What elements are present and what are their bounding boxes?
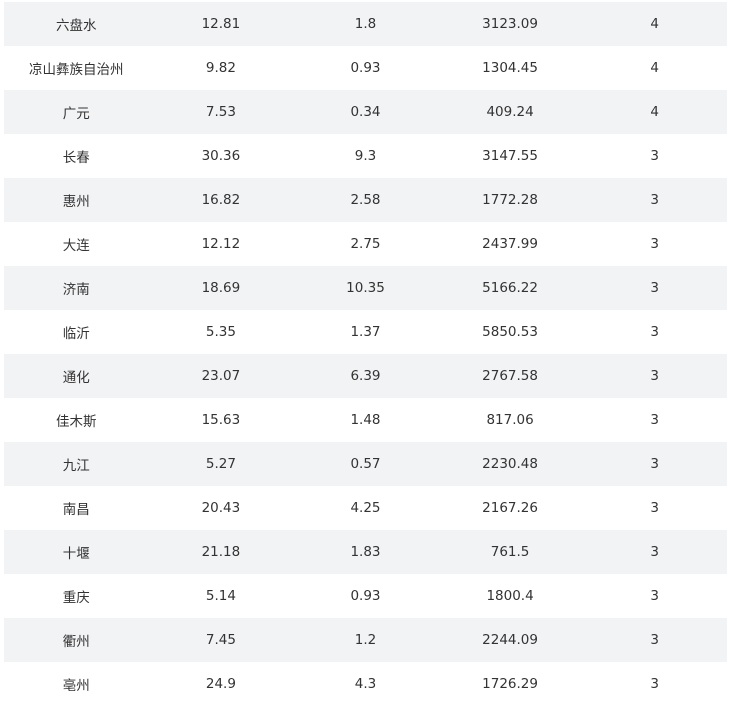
value-cell: 2244.09 (482, 632, 538, 648)
table-row: 大连 12.12 2.75 2437.99 3 (4, 222, 727, 266)
value-cell: 2437.99 (482, 236, 538, 252)
value-cell: 5.27 (205, 456, 236, 472)
table-row: 亳州 24.9 4.3 1726.29 3 (4, 662, 727, 706)
value-cell: 15.63 (201, 412, 241, 428)
value-cell: 3 (650, 544, 659, 560)
city-cell: 凉山彝族自治州 (29, 62, 124, 78)
table-row: 通化 23.07 6.39 2767.58 3 (4, 354, 727, 398)
value-cell: 5166.22 (482, 280, 538, 296)
city-cell: 惠州 (62, 194, 90, 210)
table-row: 佳木斯 15.63 1.48 817.06 3 (4, 398, 727, 442)
value-cell: 3 (650, 500, 659, 516)
value-cell: 4.25 (350, 500, 381, 516)
value-cell: 3 (650, 456, 659, 472)
value-cell: 12.12 (201, 236, 241, 252)
city-cell: 通化 (62, 370, 90, 386)
table-row: 重庆 5.14 0.93 1800.4 3 (4, 574, 727, 618)
table-row: 十堰 21.18 1.83 761.5 3 (4, 530, 727, 574)
value-cell: 10.35 (346, 280, 385, 296)
value-cell: 3 (650, 192, 659, 208)
value-cell: 3 (650, 236, 659, 252)
value-cell: 1800.4 (486, 588, 534, 604)
value-cell: 12.81 (201, 16, 241, 32)
value-cell: 23.07 (201, 368, 241, 384)
value-cell: 16.82 (201, 192, 241, 208)
value-cell: 0.93 (350, 588, 381, 604)
city-cell: 九江 (62, 458, 90, 474)
table-row: 南昌 20.43 4.25 2167.26 3 (4, 486, 727, 530)
table-row: 临沂 5.35 1.37 5850.53 3 (4, 310, 727, 354)
value-cell: 3147.55 (482, 148, 538, 164)
value-cell: 0.57 (350, 456, 381, 472)
value-cell: 761.5 (490, 544, 530, 560)
value-cell: 3 (650, 148, 659, 164)
city-cell: 广元 (62, 106, 90, 122)
value-cell: 1772.28 (482, 192, 538, 208)
value-cell: 9.3 (354, 148, 377, 164)
value-cell: 1.37 (350, 324, 381, 340)
value-cell: 1.83 (350, 544, 381, 560)
value-cell: 0.93 (350, 60, 381, 76)
table-row: 六盘水 12.81 1.8 3123.09 4 (4, 2, 727, 46)
value-cell: 6.39 (350, 368, 381, 384)
data-table: 六盘水 12.81 1.8 3123.09 4 凉山彝族自治州 9.82 0.93 1304.4… (4, 2, 727, 706)
table-row: 济南 18.69 10.35 5166.22 3 (4, 266, 727, 310)
value-cell: 21.18 (201, 544, 241, 560)
value-cell: 409.24 (486, 104, 534, 120)
value-cell: 20.43 (201, 500, 241, 516)
city-cell: 重庆 (62, 590, 90, 606)
value-cell: 3 (650, 676, 659, 692)
value-cell: 2.58 (350, 192, 381, 208)
table-row: 九江 5.27 0.57 2230.48 3 (4, 442, 727, 486)
city-cell: 长春 (62, 150, 90, 166)
value-cell: 817.06 (486, 412, 534, 428)
value-cell: 5850.53 (482, 324, 538, 340)
table-row: 惠州 16.82 2.58 1772.28 3 (4, 178, 727, 222)
value-cell: 1304.45 (482, 60, 538, 76)
city-cell: 南昌 (62, 502, 90, 518)
city-cell: 六盘水 (56, 18, 97, 34)
table-row: 凉山彝族自治州 9.82 0.93 1304.45 4 (4, 46, 727, 90)
value-cell: 3123.09 (482, 16, 538, 32)
value-cell: 3 (650, 368, 659, 384)
table-row: 长春 30.36 9.3 3147.55 3 (4, 134, 727, 178)
value-cell: 3 (650, 412, 659, 428)
value-cell: 24.9 (205, 676, 236, 692)
value-cell: 1.2 (354, 632, 377, 648)
city-cell: 济南 (62, 282, 90, 298)
value-cell: 1.48 (350, 412, 381, 428)
city-cell: 十堰 (62, 546, 90, 562)
value-cell: 1.8 (354, 16, 377, 32)
city-cell: 亳州 (62, 678, 90, 694)
value-cell: 9.82 (205, 60, 236, 76)
city-cell: 临沂 (62, 326, 90, 342)
value-cell: 2230.48 (482, 456, 538, 472)
value-cell: 3 (650, 632, 659, 648)
value-cell: 7.53 (205, 104, 236, 120)
value-cell: 3 (650, 324, 659, 340)
value-cell: 1726.29 (482, 676, 538, 692)
value-cell: 3 (650, 588, 659, 604)
value-cell: 4 (650, 104, 659, 120)
value-cell: 3 (650, 280, 659, 296)
table-row: 衢州 7.45 1.2 2244.09 3 (4, 618, 727, 662)
value-cell: 18.69 (201, 280, 241, 296)
value-cell: 7.45 (205, 632, 236, 648)
value-cell: 4 (650, 16, 659, 32)
value-cell: 4.3 (354, 676, 377, 692)
value-cell: 4 (650, 60, 659, 76)
value-cell: 2167.26 (482, 500, 538, 516)
value-cell: 5.14 (205, 588, 236, 604)
city-cell: 衢州 (62, 634, 90, 650)
table-row: 广元 7.53 0.34 409.24 4 (4, 90, 727, 134)
city-cell: 大连 (62, 238, 90, 254)
city-cell: 佳木斯 (56, 414, 97, 430)
value-cell: 30.36 (201, 148, 241, 164)
value-cell: 5.35 (205, 324, 236, 340)
value-cell: 2.75 (350, 236, 381, 252)
value-cell: 0.34 (350, 104, 381, 120)
value-cell: 2767.58 (482, 368, 538, 384)
